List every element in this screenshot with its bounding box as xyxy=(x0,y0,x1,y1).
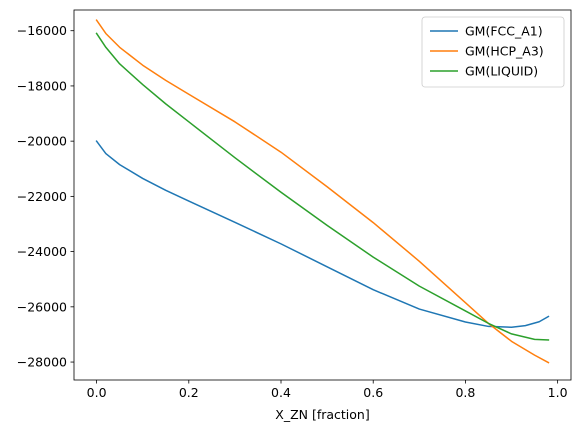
y-tick-label: −22000 xyxy=(17,189,67,204)
legend-label: GM(FCC_A1) xyxy=(465,24,543,39)
x-tick-label: 0.0 xyxy=(87,385,107,400)
x-tick-label: 0.4 xyxy=(271,385,291,400)
legend: GM(FCC_A1) GM(HCP_A3) GM(LIQUID) xyxy=(421,16,565,88)
y-tick-label: −18000 xyxy=(17,78,67,93)
axes-frame xyxy=(73,9,572,381)
y-tick-label: −20000 xyxy=(17,134,67,149)
y-tick-label: −26000 xyxy=(17,299,67,314)
series-line-1 xyxy=(95,19,550,364)
legend-label: GM(LIQUID) xyxy=(465,64,538,79)
series-line-0 xyxy=(95,140,550,329)
y-tick-label: −24000 xyxy=(17,244,67,259)
x-tick-label: 0.6 xyxy=(363,385,383,400)
x-axis-ticks: 0.0 0.2 0.4 0.6 0.8 1.0 xyxy=(87,380,568,400)
x-tick-label: 0.2 xyxy=(179,385,199,400)
series-line-2 xyxy=(95,32,550,341)
x-axis-label: X_ZN [fraction] xyxy=(275,407,369,422)
legend-label: GM(HCP_A3) xyxy=(465,44,544,59)
y-tick-label: −16000 xyxy=(17,23,67,38)
series-lines xyxy=(95,19,550,364)
x-tick-label: 0.8 xyxy=(455,385,475,400)
legend-box xyxy=(421,16,565,88)
y-tick-label: −28000 xyxy=(17,355,67,370)
y-axis-ticks: −28000 −26000 −24000 −22000 −20000 −18000 −160… xyxy=(17,23,74,370)
x-tick-label: 1.0 xyxy=(548,385,568,400)
